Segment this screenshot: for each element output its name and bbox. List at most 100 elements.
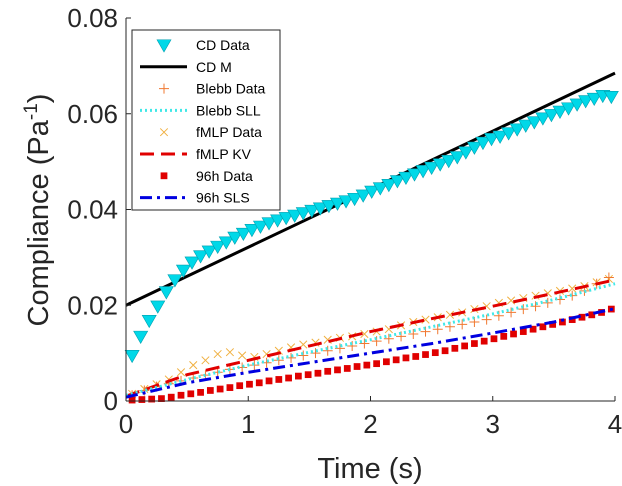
data-point <box>526 116 542 130</box>
data-point <box>457 319 468 330</box>
data-point <box>225 348 235 357</box>
data-point <box>578 313 586 321</box>
data-point <box>432 324 443 335</box>
data-point <box>201 356 210 365</box>
data-point <box>138 396 146 403</box>
x-tick-label: 4 <box>608 409 622 439</box>
data-point <box>432 158 448 172</box>
data-point <box>278 212 294 226</box>
data-point <box>298 350 309 361</box>
data-point <box>353 363 361 370</box>
data-point <box>518 119 534 133</box>
data-point <box>334 366 341 374</box>
data-point <box>509 123 525 137</box>
legend-entry: Blebb Data <box>159 81 265 97</box>
data-point <box>451 344 459 352</box>
data-point <box>501 127 517 141</box>
data-point <box>490 335 498 343</box>
data-point <box>238 351 247 360</box>
data-point <box>294 372 302 380</box>
legend-marker-swatch <box>156 39 172 53</box>
data-point <box>236 382 244 390</box>
x-tick-label: 3 <box>486 409 500 439</box>
data-point <box>275 376 283 383</box>
data-point <box>506 307 517 318</box>
data-point <box>568 284 577 293</box>
data-point <box>312 202 328 216</box>
data-point <box>201 245 217 259</box>
data-point <box>461 342 469 350</box>
y-tick-label: 0.08 <box>67 3 118 33</box>
legend-marker-swatch <box>160 172 168 180</box>
data-point <box>359 338 370 349</box>
data-point <box>493 310 504 321</box>
data-point <box>295 207 311 221</box>
data-point <box>586 92 602 107</box>
data-point <box>530 301 541 312</box>
data-point <box>535 112 551 126</box>
data-point <box>210 240 226 254</box>
data-point <box>363 361 371 369</box>
data-point <box>412 353 420 360</box>
axes-layer: 0 1 2 3 4 0 0.02 0.04 0.06 0.08 <box>67 3 622 439</box>
data-point <box>193 250 209 264</box>
data-point <box>347 192 363 207</box>
data-point <box>529 325 537 333</box>
data-point <box>484 133 500 147</box>
data-point <box>364 185 380 199</box>
data-point <box>218 236 234 250</box>
y-axis-label-superscript: -1 <box>21 103 42 120</box>
data-point <box>421 315 430 324</box>
data-point <box>343 365 351 372</box>
legend-entry: 96h Data <box>160 168 253 184</box>
legend-label: CD Data <box>196 37 250 53</box>
series-96h-data <box>128 305 615 404</box>
legend-box <box>131 29 281 211</box>
data-point <box>449 151 465 165</box>
data-point <box>475 136 491 151</box>
y-axis-label: Compliance (Pa-1) <box>21 94 55 327</box>
data-point <box>539 323 547 331</box>
x-tick-label: 0 <box>119 409 133 439</box>
data-point <box>510 330 517 338</box>
data-point <box>255 379 263 387</box>
data-point <box>133 330 149 344</box>
data-point <box>402 354 410 362</box>
data-point <box>519 328 527 335</box>
data-point <box>141 315 157 329</box>
data-point <box>167 274 183 288</box>
data-point <box>500 332 508 340</box>
data-point <box>398 171 414 186</box>
data-point <box>441 155 457 169</box>
series-cd-data <box>124 90 619 364</box>
y-tick-label: 0 <box>104 386 118 416</box>
y-tick-label: 0.04 <box>67 195 118 225</box>
legend-entry: CD M <box>140 59 232 75</box>
data-point <box>252 220 268 234</box>
data-point <box>334 343 345 354</box>
data-point <box>372 182 388 196</box>
data-point <box>158 286 174 300</box>
data-point <box>124 349 140 364</box>
legend-label: Blebb Data <box>196 81 265 97</box>
data-point <box>389 175 405 189</box>
data-point <box>314 369 322 377</box>
series-96h-sls <box>125 307 616 399</box>
data-point <box>213 349 222 359</box>
data-point <box>270 214 286 228</box>
data-point <box>322 345 333 356</box>
data-point <box>285 374 292 382</box>
series-line <box>125 282 616 397</box>
data-point <box>492 130 508 144</box>
series-fmlp-kv <box>125 278 616 398</box>
data-point <box>381 179 397 193</box>
data-point <box>578 95 594 109</box>
data-point <box>355 189 371 203</box>
series-blebb-sll <box>125 282 616 397</box>
data-point <box>543 109 559 123</box>
legend-entry: fMLP Data <box>159 124 262 140</box>
legend-label: fMLP Data <box>196 124 262 140</box>
data-point <box>321 200 337 214</box>
data-point <box>424 161 440 175</box>
